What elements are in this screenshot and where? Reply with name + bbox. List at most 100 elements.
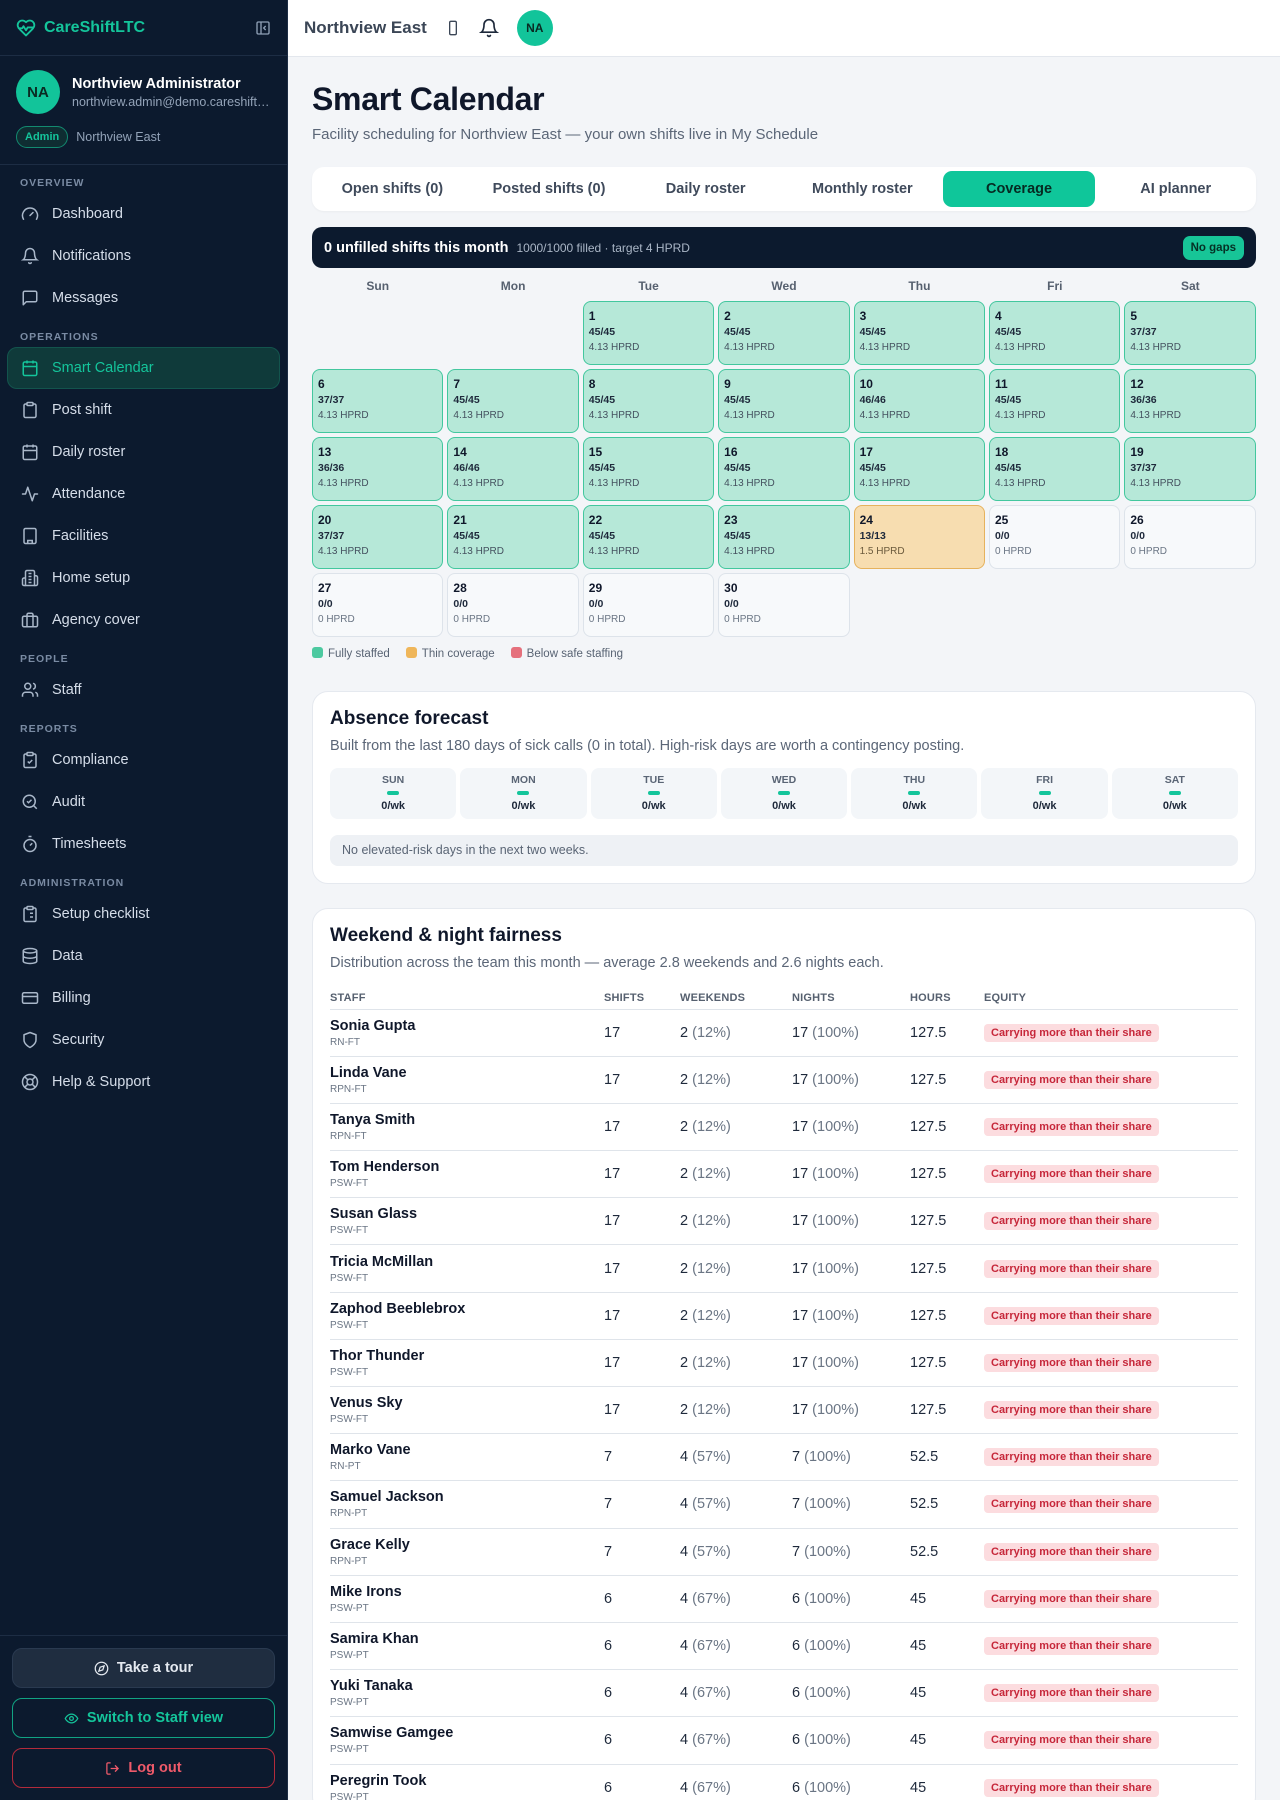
calendar-day[interactable]: 22 45/45 4.13 HPRD [582,505,715,569]
calendar-day[interactable]: 17 45/45 4.13 HPRD [853,437,985,501]
day-filled: 45/45 [453,530,480,542]
tab-daily-roster[interactable]: Daily roster [665,181,746,197]
calendar-day[interactable]: 1 45/45 4.13 HPRD [582,301,715,365]
calendar-day[interactable]: 9 45/45 4.13 HPRD [718,369,850,433]
sidebar-item-compliance[interactable]: Compliance [7,739,280,781]
calendar-day[interactable]: 10 46/46 4.13 HPRD [853,369,985,433]
table-row[interactable]: Marko Vane RN-PT 7 4 (57%) 7 (100%) 52.5 Carry… [330,1433,1238,1482]
calendar-day[interactable]: 25 0/0 0 HPRD [988,505,1121,569]
sidebar-item-messages[interactable]: Messages [7,277,280,319]
table-row[interactable]: Mike Irons PSW-PT 6 4 (67%) 6 (100%) 45 Carryi… [330,1575,1238,1623]
switch-staff-view-button[interactable]: Switch to Staff view [12,1698,275,1738]
table-row[interactable]: Tanya Smith RPN-FT 17 2 (12%) 17 (100%) 127.5… [330,1103,1238,1152]
sidebar-item-daily-roster[interactable]: Daily roster [7,431,280,473]
table-row[interactable]: Peregrin Took PSW-PT 6 4 (67%) 6 (100%) 45 Car… [330,1764,1238,1800]
calendar-day[interactable]: 27 0/0 0 HPRD [312,573,444,637]
calendar-tabs: Open shifts (0) Posted shifts (0) Daily ro… [312,167,1256,211]
calendar-day[interactable]: 12 36/36 4.13 HPRD [1124,369,1256,433]
table-row[interactable]: Yuki Tanaka PSW-PT 6 4 (67%) 6 (100%) 45 Carry… [330,1669,1238,1718]
calendar-day[interactable]: 19 37/37 4.13 HPRD [1124,437,1256,501]
table-row[interactable]: Grace Kelly RPN-PT 7 4 (57%) 7 (100%) 52.5 Car… [330,1528,1238,1576]
table-row[interactable]: Samuel Jackson RPN-PT 7 4 (57%) 7 (100%) 52.5… [330,1480,1238,1529]
table-row[interactable]: Thor Thunder PSW-FT 17 2 (12%) 17 (100%) 127.… [330,1339,1238,1388]
nav-section-reports: REPORTS [20,723,78,735]
table-row[interactable]: Zaphod Beeblebrox PSW-FT 17 2 (12%) 17 (100%… [330,1292,1238,1340]
brand-logo[interactable]: CareShiftLTC [16,18,145,38]
calendar-day[interactable]: 29 0/0 0 HPRD [582,573,715,637]
calendar-day[interactable]: 7 45/45 4.13 HPRD [447,369,579,433]
day-number: 4 [994,309,1002,323]
tab-open-shifts-0[interactable]: Open shifts (0) [341,181,444,197]
take-tour-button[interactable]: Take a tour [12,1648,275,1688]
coverage-calendar: 1 45/45 4.13 HPRD 2 45/45 4.13 HPRD 3 45/45 4.13… [312,301,1256,637]
logout-button[interactable]: Log out [12,1748,275,1788]
tab-posted-shifts-0[interactable]: Posted shifts (0) [492,181,606,197]
calendar-day[interactable]: 5 37/37 4.13 HPRD [1124,301,1256,365]
calendar-day[interactable]: 30 0/0 0 HPRD [718,573,850,637]
staff-name: Tricia McMillan [330,1253,434,1270]
calendar-day[interactable]: 15 45/45 4.13 HPRD [582,437,715,501]
sidebar-item-audit[interactable]: Audit [7,781,280,823]
day-hprd: 0 HPRD [724,614,761,625]
sidebar-item-agency-cover[interactable]: Agency cover [7,599,280,641]
day-number: 3 [859,309,867,323]
sidebar-item-notifications[interactable]: Notifications [7,235,280,277]
calendar-day[interactable]: 6 37/37 4.13 HPRD [312,369,444,433]
calendar-day[interactable]: 13 36/36 4.13 HPRD [312,437,444,501]
table-row[interactable]: Sonia Gupta RN-FT 17 2 (12%) 17 (100%) 127.5 C… [330,1009,1238,1057]
day-number: 14 [453,445,467,459]
calendar-day[interactable]: 4 45/45 4.13 HPRD [988,301,1121,365]
smartphone-icon[interactable] [445,20,461,36]
topbar: Northview East NA [288,0,1280,57]
shifts-cell: 6 [604,1622,680,1671]
table-row[interactable]: Samwise Gamgee PSW-PT 6 4 (67%) 6 (100%) 45 Ca… [330,1716,1238,1765]
message-square-icon [22,290,38,306]
calendar-day[interactable]: 20 37/37 4.13 HPRD [312,505,444,569]
staff-name: Thor Thunder [330,1347,425,1364]
tab-coverage[interactable]: Coverage [942,171,1096,207]
sidebar-item-attendance[interactable]: Attendance [7,473,280,515]
table-row[interactable]: Tom Henderson PSW-FT 17 2 (12%) 17 (100%) 127… [330,1150,1238,1199]
calendar-day[interactable]: 3 45/45 4.13 HPRD [853,301,985,365]
calendar-day[interactable]: 18 45/45 4.13 HPRD [988,437,1121,501]
sidebar-item-smart-calendar[interactable]: Smart Calendar [7,347,280,389]
sidebar-item-security[interactable]: Security [7,1019,280,1061]
sidebar-item-data[interactable]: Data [7,935,280,977]
sidebar-item-timesheets[interactable]: Timesheets [7,823,280,865]
notifications-bell-icon[interactable] [478,18,499,38]
calendar-day[interactable]: 14 46/46 4.13 HPRD [447,437,579,501]
weekends-cell: 2 (12%) [680,1103,792,1152]
staff-name: Sonia Gupta [330,1017,416,1034]
calendar-day[interactable]: 28 0/0 0 HPRD [447,573,579,637]
calendar-day[interactable]: 2 45/45 4.13 HPRD [718,301,850,365]
calendar-day[interactable]: 8 45/45 4.13 HPRD [582,369,715,433]
sidebar-item-setup-checklist[interactable]: Setup checklist [7,893,280,935]
sidebar-item-billing[interactable]: Billing [7,977,280,1019]
table-row[interactable]: Susan Glass PSW-FT 17 2 (12%) 17 (100%) 127.5… [330,1197,1238,1246]
sidebar-item-help-support[interactable]: Help & Support [7,1061,280,1103]
sidebar-item-staff[interactable]: Staff [7,669,280,711]
calendar-day[interactable]: 16 45/45 4.13 HPRD [718,437,850,501]
calendar-day[interactable]: 11 45/45 4.13 HPRD [988,369,1121,433]
calendar-day[interactable]: 26 0/0 0 HPRD [1124,505,1256,569]
equity-cell: Carrying more than their share [984,1480,1238,1529]
calendar-day[interactable]: 24 13/13 1.5 HPRD [853,505,985,569]
tab-monthly-roster[interactable]: Monthly roster [812,181,913,197]
sidebar-item-home-setup[interactable]: Home setup [7,557,280,599]
table-row[interactable]: Samira Khan PSW-PT 6 4 (67%) 6 (100%) 45 Carry… [330,1622,1238,1671]
staff-role: RPN-PT [330,1555,368,1567]
table-row[interactable]: Linda Vane RPN-FT 17 2 (12%) 17 (100%) 127.5 C… [330,1056,1238,1104]
topbar-avatar[interactable]: NA [516,10,553,46]
sidebar-item-post-shift[interactable]: Post shift [7,389,280,431]
tab-ai-planner[interactable]: AI planner [1140,181,1212,197]
sidebar-collapse-icon[interactable] [255,20,271,36]
sidebar-item-dashboard[interactable]: Dashboard [7,193,280,235]
calendar-day[interactable]: 23 45/45 4.13 HPRD [718,505,850,569]
table-row[interactable]: Tricia McMillan PSW-FT 17 2 (12%) 17 (100%) 1… [330,1244,1238,1293]
table-row[interactable]: Venus Sky PSW-FT 17 2 (12%) 17 (100%) 127.5 Ca… [330,1386,1238,1435]
calendar-day[interactable]: 21 45/45 4.13 HPRD [447,505,579,569]
user-avatar[interactable]: NA [16,70,60,114]
sidebar-item-facilities[interactable]: Facilities [7,515,280,557]
nav-section-people: PEOPLE [20,653,69,665]
day-number: 27 [318,581,332,595]
